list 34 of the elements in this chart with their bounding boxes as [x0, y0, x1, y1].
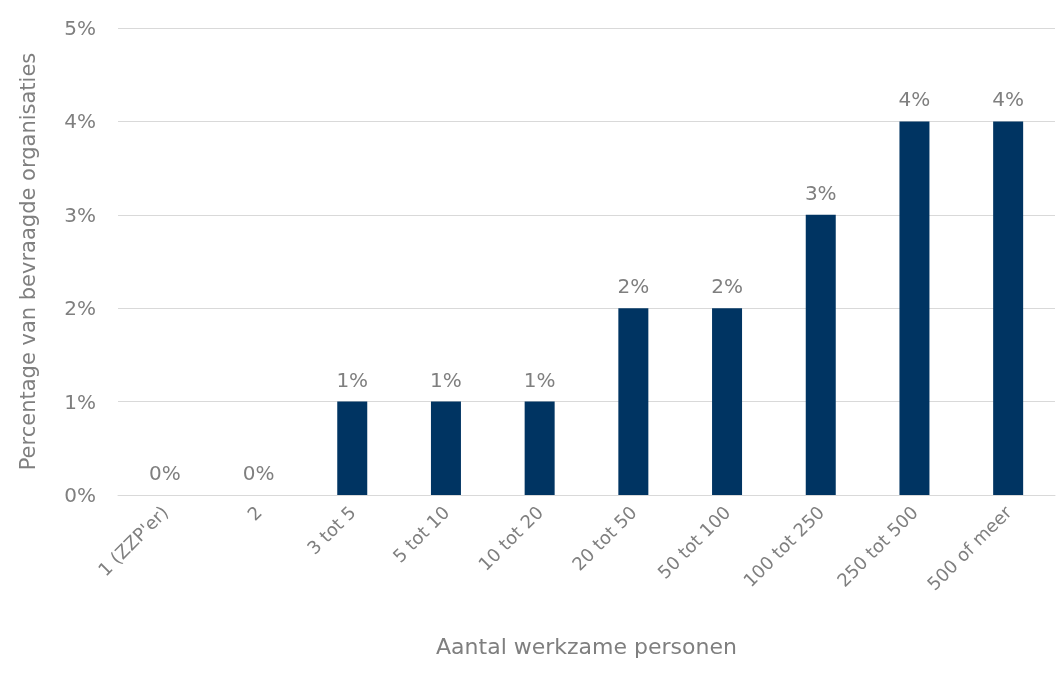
data-label: 1%: [430, 367, 462, 392]
y-axis-title: Percentage van bevraagde organisaties: [15, 52, 40, 471]
bar: [899, 121, 930, 495]
bar: [993, 121, 1024, 495]
x-tick-label: 10 tot 20: [474, 501, 548, 575]
x-tick-label: 3 tot 5: [302, 501, 360, 559]
y-tick-label: 3%: [64, 202, 96, 227]
data-label: 2%: [711, 274, 743, 299]
data-label: 0%: [148, 461, 181, 485]
y-tick-label: 4%: [64, 109, 96, 134]
data-label: 4%: [898, 87, 931, 112]
y-tick-label: 0%: [64, 483, 96, 507]
y-tick-label: 5%: [64, 16, 96, 40]
x-tick-label: 2: [243, 501, 266, 525]
x-tick-label: 250 tot 500: [832, 501, 922, 591]
data-label: 1%: [523, 367, 556, 392]
bar: [430, 401, 461, 495]
x-tick-label: 20 tot 50: [567, 501, 641, 575]
data-label: 3%: [804, 180, 837, 205]
x-tick-label: 100 tot 250: [738, 501, 829, 591]
bar: [712, 308, 743, 495]
bar: [337, 401, 368, 495]
x-tick-label: 5 tot 10: [388, 501, 454, 567]
bar: [524, 401, 555, 495]
bar: [618, 308, 649, 495]
data-label: 4%: [992, 87, 1025, 112]
data-label: 2%: [617, 274, 650, 299]
data-label: 1%: [336, 367, 369, 392]
x-axis-title: Aantal werkzame personen: [436, 633, 737, 659]
x-tick-label: 50 tot 100: [653, 501, 735, 583]
y-tick-label: 1%: [64, 389, 96, 414]
bar: [805, 214, 836, 495]
y-tick-label: 2%: [64, 296, 96, 321]
data-label: 0%: [242, 461, 275, 485]
